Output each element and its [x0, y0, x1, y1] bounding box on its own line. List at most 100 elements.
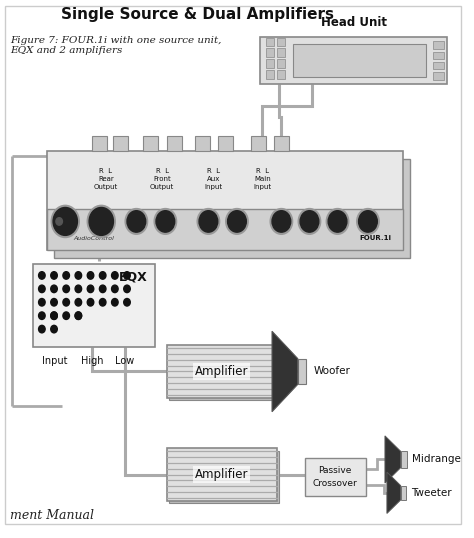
FancyBboxPatch shape	[433, 52, 444, 59]
Text: Single Source & Dual Amplifiers: Single Source & Dual Amplifiers	[61, 6, 334, 22]
Circle shape	[111, 285, 118, 293]
FancyBboxPatch shape	[251, 136, 266, 151]
Circle shape	[63, 272, 70, 279]
Circle shape	[270, 209, 292, 235]
Polygon shape	[385, 436, 401, 483]
Text: High: High	[81, 357, 103, 366]
Text: Head Unit: Head Unit	[321, 16, 387, 29]
FancyBboxPatch shape	[401, 486, 406, 500]
FancyBboxPatch shape	[143, 136, 158, 151]
Circle shape	[51, 325, 57, 333]
FancyBboxPatch shape	[47, 151, 403, 250]
Circle shape	[38, 325, 45, 333]
Text: Input: Input	[42, 357, 67, 366]
Circle shape	[75, 312, 82, 320]
FancyBboxPatch shape	[433, 62, 444, 69]
Circle shape	[197, 209, 219, 235]
Circle shape	[63, 312, 70, 320]
Circle shape	[75, 285, 82, 293]
Circle shape	[63, 285, 70, 293]
Text: ment Manual: ment Manual	[10, 509, 94, 522]
Circle shape	[87, 299, 94, 306]
FancyBboxPatch shape	[34, 264, 155, 347]
Circle shape	[127, 211, 146, 232]
Circle shape	[75, 272, 82, 279]
Text: R  L
Main
Input: R L Main Input	[254, 168, 272, 190]
FancyBboxPatch shape	[401, 451, 407, 468]
Circle shape	[199, 211, 218, 232]
Text: Figure 7: FOUR.1i with one source unit,
EQX and 2 amplifiers: Figure 7: FOUR.1i with one source unit, …	[10, 36, 221, 55]
FancyBboxPatch shape	[433, 72, 444, 80]
Circle shape	[38, 272, 45, 279]
Circle shape	[51, 299, 57, 306]
Circle shape	[89, 208, 113, 236]
Circle shape	[100, 272, 106, 279]
Circle shape	[111, 272, 118, 279]
Circle shape	[51, 312, 57, 320]
Polygon shape	[387, 472, 401, 513]
FancyBboxPatch shape	[169, 451, 279, 504]
FancyBboxPatch shape	[113, 136, 128, 151]
Text: R  L
Aux
Input: R L Aux Input	[204, 168, 223, 190]
Text: Amplifier: Amplifier	[195, 365, 248, 378]
FancyBboxPatch shape	[260, 37, 447, 84]
FancyBboxPatch shape	[293, 44, 427, 77]
Circle shape	[124, 272, 130, 279]
Circle shape	[226, 209, 248, 235]
Circle shape	[51, 285, 57, 293]
FancyBboxPatch shape	[167, 136, 182, 151]
Circle shape	[87, 272, 94, 279]
Circle shape	[38, 299, 45, 306]
FancyBboxPatch shape	[298, 359, 306, 384]
Circle shape	[51, 206, 79, 238]
Circle shape	[53, 208, 77, 236]
Text: EQX: EQX	[119, 270, 148, 283]
Circle shape	[87, 285, 94, 293]
Text: R  L
Rear
Output: R L Rear Output	[94, 168, 118, 190]
Circle shape	[124, 285, 130, 293]
Circle shape	[326, 209, 349, 235]
FancyBboxPatch shape	[55, 159, 410, 258]
FancyBboxPatch shape	[305, 458, 365, 496]
Circle shape	[51, 272, 57, 279]
Circle shape	[63, 299, 70, 306]
FancyBboxPatch shape	[5, 6, 462, 524]
Circle shape	[75, 299, 82, 306]
Circle shape	[328, 211, 347, 232]
Circle shape	[51, 312, 57, 320]
Circle shape	[357, 209, 379, 235]
Circle shape	[100, 299, 106, 306]
Text: Passive
Crossover: Passive Crossover	[313, 466, 357, 488]
Circle shape	[125, 209, 147, 235]
Circle shape	[272, 211, 291, 232]
Circle shape	[111, 299, 118, 306]
FancyBboxPatch shape	[274, 136, 289, 151]
FancyBboxPatch shape	[266, 48, 274, 57]
FancyBboxPatch shape	[277, 70, 285, 79]
Polygon shape	[272, 331, 298, 412]
FancyBboxPatch shape	[277, 48, 285, 57]
Text: AudioControl: AudioControl	[74, 236, 115, 241]
Circle shape	[298, 209, 321, 235]
FancyBboxPatch shape	[277, 38, 285, 46]
FancyBboxPatch shape	[47, 209, 403, 250]
FancyBboxPatch shape	[167, 448, 277, 501]
FancyBboxPatch shape	[266, 38, 274, 46]
Circle shape	[124, 299, 130, 306]
FancyBboxPatch shape	[266, 70, 274, 79]
Circle shape	[56, 218, 63, 225]
Text: FOUR.1i: FOUR.1i	[359, 235, 391, 242]
FancyBboxPatch shape	[195, 136, 210, 151]
FancyBboxPatch shape	[92, 136, 107, 151]
Circle shape	[87, 206, 115, 238]
Text: R  L
Front
Output: R L Front Output	[150, 168, 174, 190]
Text: Midrange: Midrange	[412, 455, 461, 464]
Text: Low: Low	[115, 357, 134, 366]
Circle shape	[38, 312, 45, 320]
Text: Amplifier: Amplifier	[195, 468, 248, 481]
Circle shape	[38, 285, 45, 293]
Circle shape	[358, 211, 377, 232]
Circle shape	[154, 209, 177, 235]
Circle shape	[100, 285, 106, 293]
Circle shape	[156, 211, 175, 232]
